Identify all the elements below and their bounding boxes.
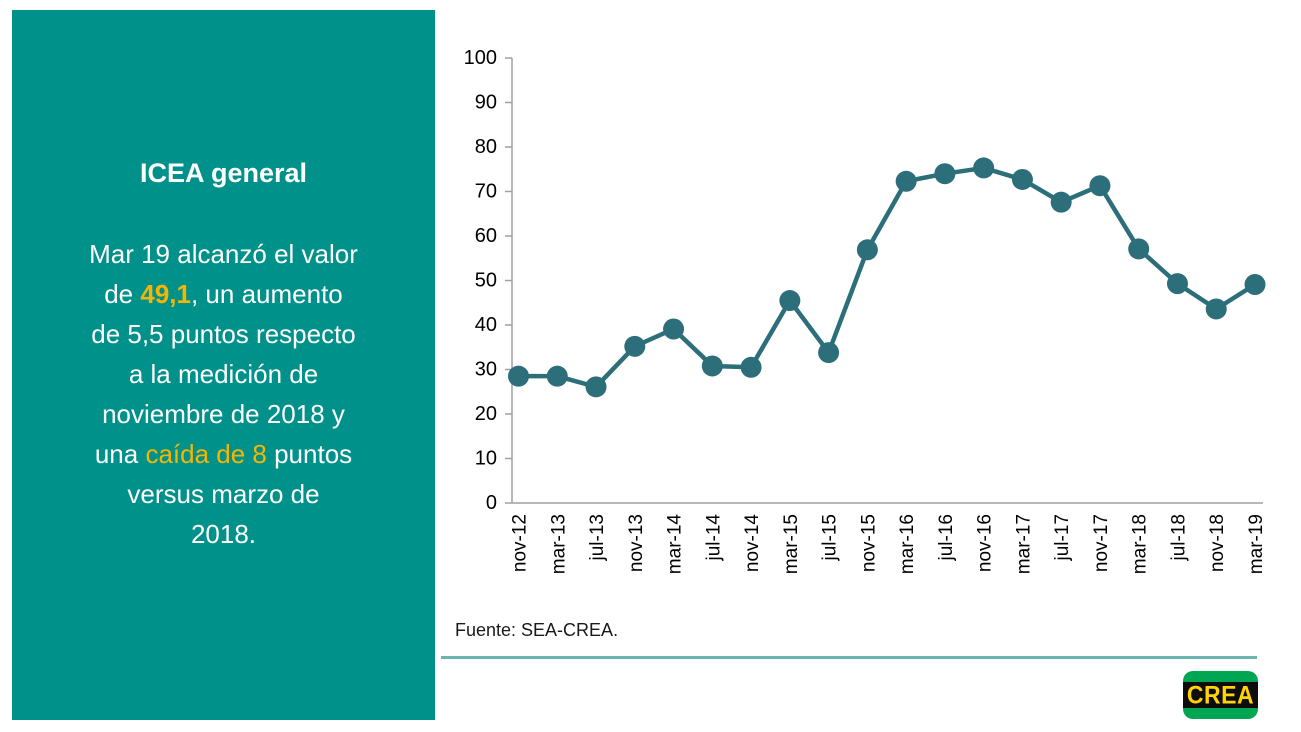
svg-text:nov-18: nov-18 — [1207, 514, 1228, 572]
highlight-value: 49,1 — [140, 279, 191, 309]
summary-panel: ICEA general Mar 19 alcanzó el valor de … — [12, 10, 435, 720]
svg-text:jul-17: jul-17 — [1052, 514, 1073, 561]
svg-text:mar-14: mar-14 — [665, 514, 686, 575]
crea-logo-text: CREA — [1186, 680, 1255, 709]
panel-body: Mar 19 alcanzó el valor de 49,1, un aume… — [32, 234, 415, 554]
svg-text:mar-18: mar-18 — [1130, 514, 1151, 574]
svg-text:40: 40 — [475, 314, 497, 336]
crea-logo-band: CREA — [1183, 680, 1258, 709]
svg-text:nov-15: nov-15 — [858, 514, 879, 572]
svg-text:jul-16: jul-16 — [936, 514, 957, 561]
crea-logo: CREA — [1183, 671, 1258, 719]
svg-text:30: 30 — [475, 359, 497, 381]
highlight-drop: caída de 8 — [145, 439, 267, 469]
svg-text:nov-14: nov-14 — [742, 514, 763, 573]
svg-text:70: 70 — [475, 181, 497, 203]
svg-text:jul-15: jul-15 — [820, 514, 841, 561]
svg-text:nov-17: nov-17 — [1091, 514, 1112, 572]
chart-svg: 0 10 20 30 40 50 60 70 80 90 100 nov-12 mar-13 jul-13… — [464, 47, 1267, 575]
svg-text:mar-15: mar-15 — [781, 514, 802, 574]
divider-line — [441, 656, 1257, 659]
svg-text:nov-13: nov-13 — [626, 514, 647, 572]
svg-text:jul-14: jul-14 — [703, 514, 724, 562]
line-chart: 0 10 20 30 40 50 60 70 80 90 100 nov-12 mar-13 jul-13… — [441, 0, 1301, 612]
body-text-2: , un aumento de 5,5 puntos respecto a la… — [91, 279, 356, 469]
svg-text:90: 90 — [475, 92, 497, 114]
svg-text:jul-13: jul-13 — [587, 514, 608, 561]
svg-text:80: 80 — [475, 136, 497, 158]
panel-title: ICEA general — [139, 158, 308, 188]
svg-text:0: 0 — [486, 492, 497, 514]
svg-text:nov-12: nov-12 — [510, 514, 531, 572]
svg-text:jul-18: jul-18 — [1168, 514, 1189, 561]
svg-text:mar-13: mar-13 — [548, 514, 569, 574]
svg-text:10: 10 — [475, 448, 497, 470]
svg-text:mar-16: mar-16 — [897, 514, 918, 574]
svg-text:mar-17: mar-17 — [1013, 514, 1034, 574]
svg-text:100: 100 — [464, 47, 497, 69]
body-text-1: Mar 19 alcanzó el valor de — [89, 239, 358, 309]
svg-text:nov-16: nov-16 — [975, 514, 996, 572]
body-text-3: puntos versus marzo de 2018. — [127, 439, 353, 549]
svg-text:50: 50 — [475, 270, 497, 292]
svg-text:20: 20 — [475, 403, 497, 425]
svg-text:60: 60 — [475, 225, 497, 247]
svg-text:mar-19: mar-19 — [1246, 514, 1267, 574]
source-note: Fuente: SEA-CREA. — [455, 620, 619, 640]
